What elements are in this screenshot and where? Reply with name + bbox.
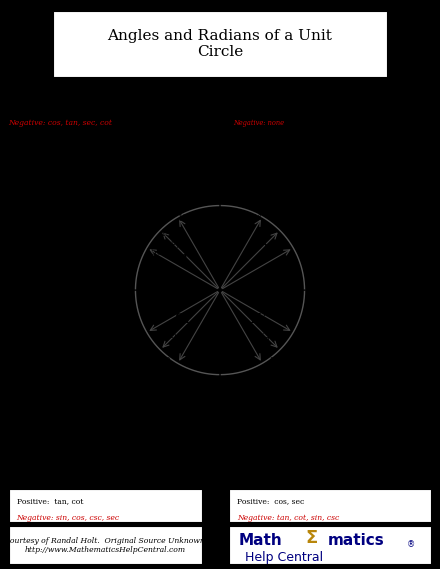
Text: π: π <box>61 277 68 286</box>
Text: (1/2, -√3/2): (1/2, -√3/2) <box>267 415 314 423</box>
Text: Negative: none: Negative: none <box>233 119 284 127</box>
Text: π/2: π/2 <box>225 123 240 131</box>
Text: 0°: 0° <box>320 295 330 304</box>
Text: 30°: 30° <box>299 248 315 257</box>
Text: (-√3/2, -1/2): (-√3/2, -1/2) <box>39 316 89 324</box>
Text: tan90° = undefined: tan90° = undefined <box>225 134 287 139</box>
Text: 315°: 315° <box>288 343 310 351</box>
Text: (-√3/2, 1/2): (-√3/2, 1/2) <box>42 255 89 263</box>
Text: Math: Math <box>239 533 282 548</box>
Text: Σ: Σ <box>306 529 318 547</box>
Text: IV: IV <box>250 313 266 326</box>
Text: Courtesy of Randal Holt.  Original Source Unknown.
http://www.MathematicsHelpCen: Courtesy of Randal Holt. Original Source… <box>4 537 207 554</box>
Text: (√3/2, -1): (√3/2, -1) <box>351 316 390 324</box>
Text: Angles and Radians of a Unit
Circle: Angles and Radians of a Unit Circle <box>107 29 333 59</box>
Text: Negative: sin, cos, csc, sec: Negative: sin, cos, csc, sec <box>17 513 120 522</box>
Text: 2π/3: 2π/3 <box>159 170 180 179</box>
Text: 7π/4: 7π/4 <box>323 365 344 373</box>
Text: 5π/4: 5π/4 <box>96 365 117 373</box>
Text: ®: ® <box>407 541 415 550</box>
Text: (-√2/2, √2/2): (-√2/2, √2/2) <box>51 225 103 233</box>
Text: 5π/3: 5π/3 <box>260 402 281 411</box>
Text: (1, 0): (1, 0) <box>389 294 408 302</box>
Text: 120°: 120° <box>178 215 199 224</box>
Text: 3π/2: 3π/2 <box>225 398 246 407</box>
Text: 2π: 2π <box>389 274 401 283</box>
Text: 240°: 240° <box>149 357 171 366</box>
Text: (0,b): (0,b) <box>225 141 238 146</box>
Text: 3π/4: 3π/4 <box>96 207 117 216</box>
Text: 180°: 180° <box>99 297 120 306</box>
Text: (-1, 0): (-1, 0) <box>55 290 81 298</box>
Text: Positive:  cos, sec: Positive: cos, sec <box>237 497 304 505</box>
Text: 330°: 330° <box>302 323 324 332</box>
Text: 7π/6: 7π/6 <box>85 334 106 343</box>
Text: 4π/3: 4π/3 <box>159 402 180 411</box>
Text: matics: matics <box>328 533 385 548</box>
Text: 60°: 60° <box>246 215 262 224</box>
Text: 225°: 225° <box>129 343 150 351</box>
Text: 360°: 360° <box>347 295 368 304</box>
Text: (√2/2, √2/2): (√2/2, √2/2) <box>337 225 386 233</box>
Text: 270°: 270° <box>225 383 247 392</box>
Text: II: II <box>176 254 188 267</box>
Text: π/4: π/4 <box>323 207 338 216</box>
Text: 5π/6: 5π/6 <box>85 237 106 246</box>
Text: 11π/6: 11π/6 <box>334 334 360 343</box>
Text: Positive:  sin, cos, tan, csc, sec, tan: Positive: sin, cos, tan, csc, sec, tan <box>233 108 352 116</box>
Text: (-, -): (-, -) <box>158 332 177 341</box>
Text: Help Central: Help Central <box>245 551 323 564</box>
Text: (1/2, √3/2): (1/2, √3/2) <box>267 158 311 166</box>
Text: (+, -): (+, -) <box>261 332 284 341</box>
Text: (√3/2, 1/2): (√3/2, 1/2) <box>347 255 391 263</box>
Text: 150°: 150° <box>146 248 168 257</box>
Text: 90°: 90° <box>225 188 241 197</box>
Text: 300°: 300° <box>269 357 291 366</box>
Text: π/3: π/3 <box>260 170 275 179</box>
Text: III: III <box>173 313 191 326</box>
Text: Positive:  tan, cot: Positive: tan, cot <box>17 497 83 505</box>
Text: π/6: π/6 <box>334 237 349 246</box>
Text: Negative: cos, tan, sec, cot: Negative: cos, tan, sec, cot <box>9 119 113 127</box>
Text: I: I <box>255 254 261 267</box>
Text: (-1/2, -√3/2): (-1/2, -√3/2) <box>124 415 173 423</box>
Text: π: π <box>40 274 47 283</box>
Text: (√2/2, -√2/2): (√2/2, -√2/2) <box>337 347 389 355</box>
Text: (-, +): (-, +) <box>156 239 179 248</box>
Text: Negative: tan, cot, sin, csc: Negative: tan, cot, sin, csc <box>237 513 339 522</box>
Text: Positive:  sin, csc: Positive: sin, csc <box>9 108 74 116</box>
Text: 0, 2π: 0, 2π <box>317 273 341 282</box>
Text: tanθ = 0: tanθ = 0 <box>332 295 362 303</box>
Text: (+, +): (+, +) <box>258 239 286 248</box>
Text: (-1/2, √3/2): (-1/2, √3/2) <box>126 158 173 166</box>
Text: 135°: 135° <box>161 229 182 238</box>
Text: 0°: 0° <box>320 297 330 306</box>
Text: (0, -1): (0, -1) <box>225 421 250 429</box>
Text: 45°: 45° <box>285 229 301 238</box>
Text: (-√2/2, -√2/2): (-√2/2, -√2/2) <box>48 347 103 355</box>
Text: 210°: 210° <box>114 323 136 332</box>
